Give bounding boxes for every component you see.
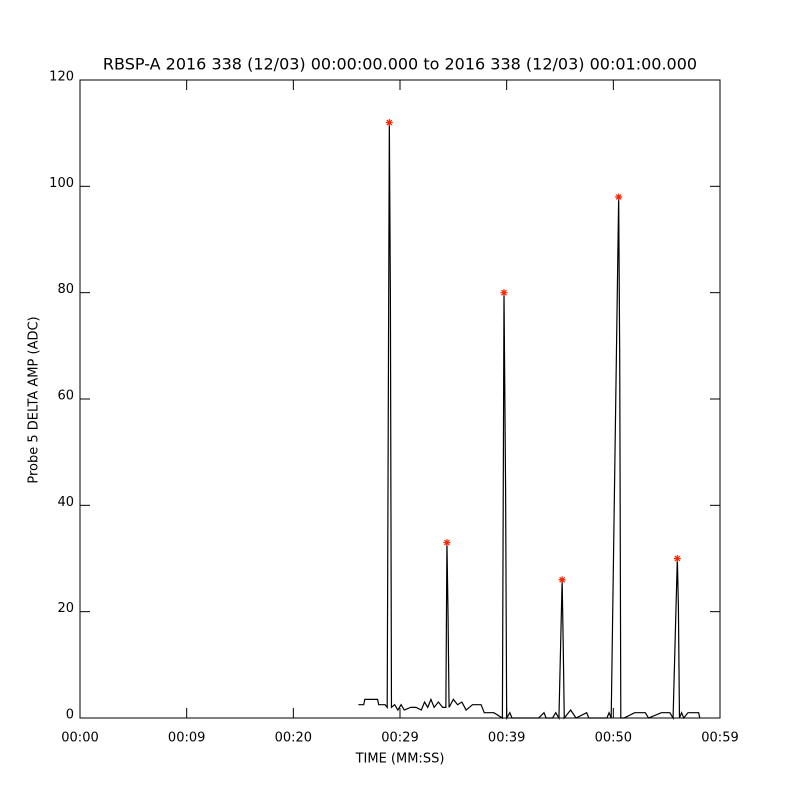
y-tick-label: 60 [57,389,74,404]
peak-marker [615,193,623,201]
peak-marker [500,289,508,297]
y-tick-label: 120 [49,70,74,85]
data-line [358,122,701,721]
y-tick-label: 40 [57,495,74,510]
x-axis-label: TIME (MM:SS) [355,752,445,767]
y-tick-label: 100 [49,176,74,191]
y-tick-label: 0 [66,708,74,723]
y-tick-label: 20 [57,601,74,616]
x-tick-label: 00:59 [701,731,738,746]
x-tick-label: 00:50 [595,731,632,746]
x-tick-label: 00:09 [168,731,205,746]
x-tick-label: 00:00 [61,731,98,746]
chart-title: RBSP-A 2016 338 (12/03) 00:00:00.000 to … [103,55,697,74]
y-axis-label: Probe 5 DELTA AMP (ADC) [27,316,42,483]
peak-marker [385,119,393,127]
x-tick-label: 00:29 [381,731,418,746]
x-tick-label: 00:39 [488,731,525,746]
peak-marker [443,539,451,547]
y-tick-label: 80 [57,282,74,297]
plot-frame [79,79,721,719]
peak-marker [673,555,681,562]
x-tick-label: 00:20 [275,731,312,746]
peak-marker [558,576,566,584]
